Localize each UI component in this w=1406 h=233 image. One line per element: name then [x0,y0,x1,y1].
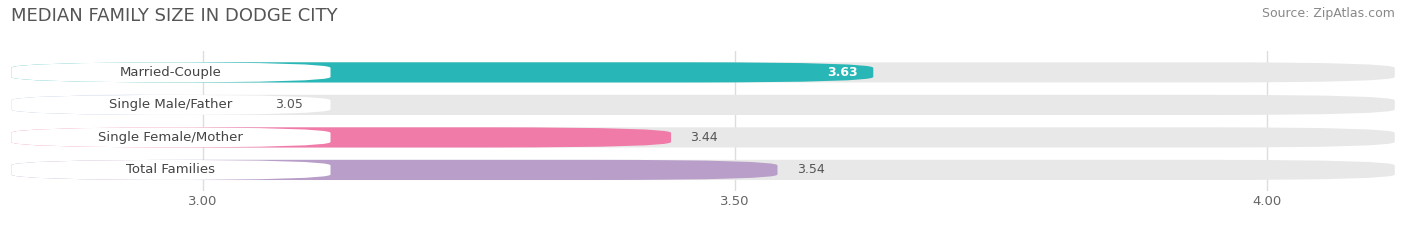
Text: Source: ZipAtlas.com: Source: ZipAtlas.com [1261,7,1395,20]
FancyBboxPatch shape [11,127,1395,147]
FancyBboxPatch shape [11,95,330,115]
FancyBboxPatch shape [11,62,1395,82]
FancyBboxPatch shape [11,95,256,115]
FancyBboxPatch shape [11,160,330,180]
Text: Single Male/Father: Single Male/Father [110,98,232,111]
Text: 3.44: 3.44 [690,131,718,144]
FancyBboxPatch shape [11,95,1395,115]
Text: 3.63: 3.63 [827,66,858,79]
Text: Married-Couple: Married-Couple [120,66,222,79]
FancyBboxPatch shape [11,62,330,82]
Text: Single Female/Mother: Single Female/Mother [98,131,243,144]
FancyBboxPatch shape [11,160,1395,180]
FancyBboxPatch shape [11,127,671,147]
FancyBboxPatch shape [11,160,778,180]
Text: MEDIAN FAMILY SIZE IN DODGE CITY: MEDIAN FAMILY SIZE IN DODGE CITY [11,7,337,25]
Text: 3.54: 3.54 [797,163,824,176]
Text: Total Families: Total Families [127,163,215,176]
FancyBboxPatch shape [11,127,330,147]
Text: 3.05: 3.05 [276,98,304,111]
FancyBboxPatch shape [11,62,873,82]
